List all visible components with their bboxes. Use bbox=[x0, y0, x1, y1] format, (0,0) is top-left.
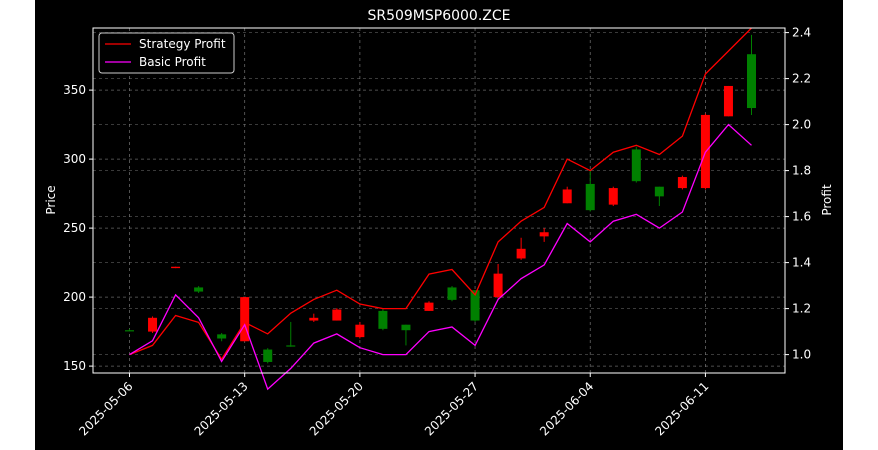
candle-body-19 bbox=[562, 189, 572, 204]
y-tick-label-right-6: 2.2 bbox=[792, 72, 811, 86]
candle-body-2 bbox=[171, 266, 181, 269]
figure-background bbox=[35, 0, 843, 450]
candle-body-1 bbox=[148, 317, 158, 332]
candle-body-26 bbox=[723, 85, 733, 117]
candle-body-5 bbox=[240, 297, 250, 342]
candle-body-16 bbox=[493, 273, 503, 298]
y-tick-label-right-1: 1.2 bbox=[792, 302, 811, 316]
candle-body-20 bbox=[585, 183, 595, 211]
y-tick-label-left-4: 350 bbox=[63, 83, 86, 97]
legend-label-strategy-profit: Strategy Profit bbox=[139, 37, 226, 51]
plot-frame bbox=[92, 27, 786, 374]
profit-lines bbox=[129, 27, 752, 391]
legend-box bbox=[98, 32, 235, 74]
candle-body-4 bbox=[217, 334, 227, 339]
candle-body-18 bbox=[539, 232, 549, 237]
y-tick-label-left-1: 200 bbox=[63, 290, 86, 304]
candle-body-6 bbox=[263, 349, 273, 362]
y-tick-label-left-2: 250 bbox=[63, 221, 86, 235]
basic-profit-line bbox=[129, 123, 752, 391]
strategy-profit-line bbox=[129, 27, 752, 361]
candle-body-17 bbox=[516, 248, 526, 259]
candle-body-13 bbox=[424, 302, 434, 311]
chart-title: SR509MSP6000.ZCE bbox=[367, 8, 510, 24]
candle-body-22 bbox=[631, 149, 641, 182]
candle-body-11 bbox=[378, 310, 388, 329]
y-tick-label-right-2: 1.4 bbox=[792, 256, 811, 270]
candle-body-21 bbox=[608, 188, 618, 205]
candle-body-24 bbox=[677, 177, 687, 189]
y-tick-label-right-5: 2.0 bbox=[792, 118, 811, 132]
legend-label-basic-profit: Basic Profit bbox=[139, 55, 206, 69]
y-tick-label-right-4: 1.8 bbox=[792, 164, 811, 178]
candle-body-0 bbox=[125, 330, 134, 332]
y-tick-label-right-7: 2.4 bbox=[792, 26, 811, 40]
y-axis-label-left: Price bbox=[44, 185, 58, 214]
y-axis-label-right: Profit bbox=[820, 184, 834, 216]
y-tick-label-left-0: 150 bbox=[63, 359, 86, 373]
y-tick-label-right-0: 1.0 bbox=[792, 348, 811, 362]
candle-body-10 bbox=[355, 324, 365, 338]
candle-body-15 bbox=[470, 290, 480, 321]
legend: Strategy Profit Basic Profit bbox=[98, 32, 235, 74]
y-tick-label-left-3: 300 bbox=[63, 152, 86, 166]
candle-body-12 bbox=[401, 324, 411, 331]
candle-body-7 bbox=[286, 345, 296, 347]
candle-body-23 bbox=[654, 186, 664, 197]
candle-body-8 bbox=[309, 317, 319, 321]
candle-body-27 bbox=[747, 54, 756, 109]
y-tick-label-right-3: 1.6 bbox=[792, 210, 811, 224]
candle-body-3 bbox=[194, 287, 204, 292]
candle-body-9 bbox=[332, 309, 342, 321]
candle-body-14 bbox=[447, 287, 457, 300]
